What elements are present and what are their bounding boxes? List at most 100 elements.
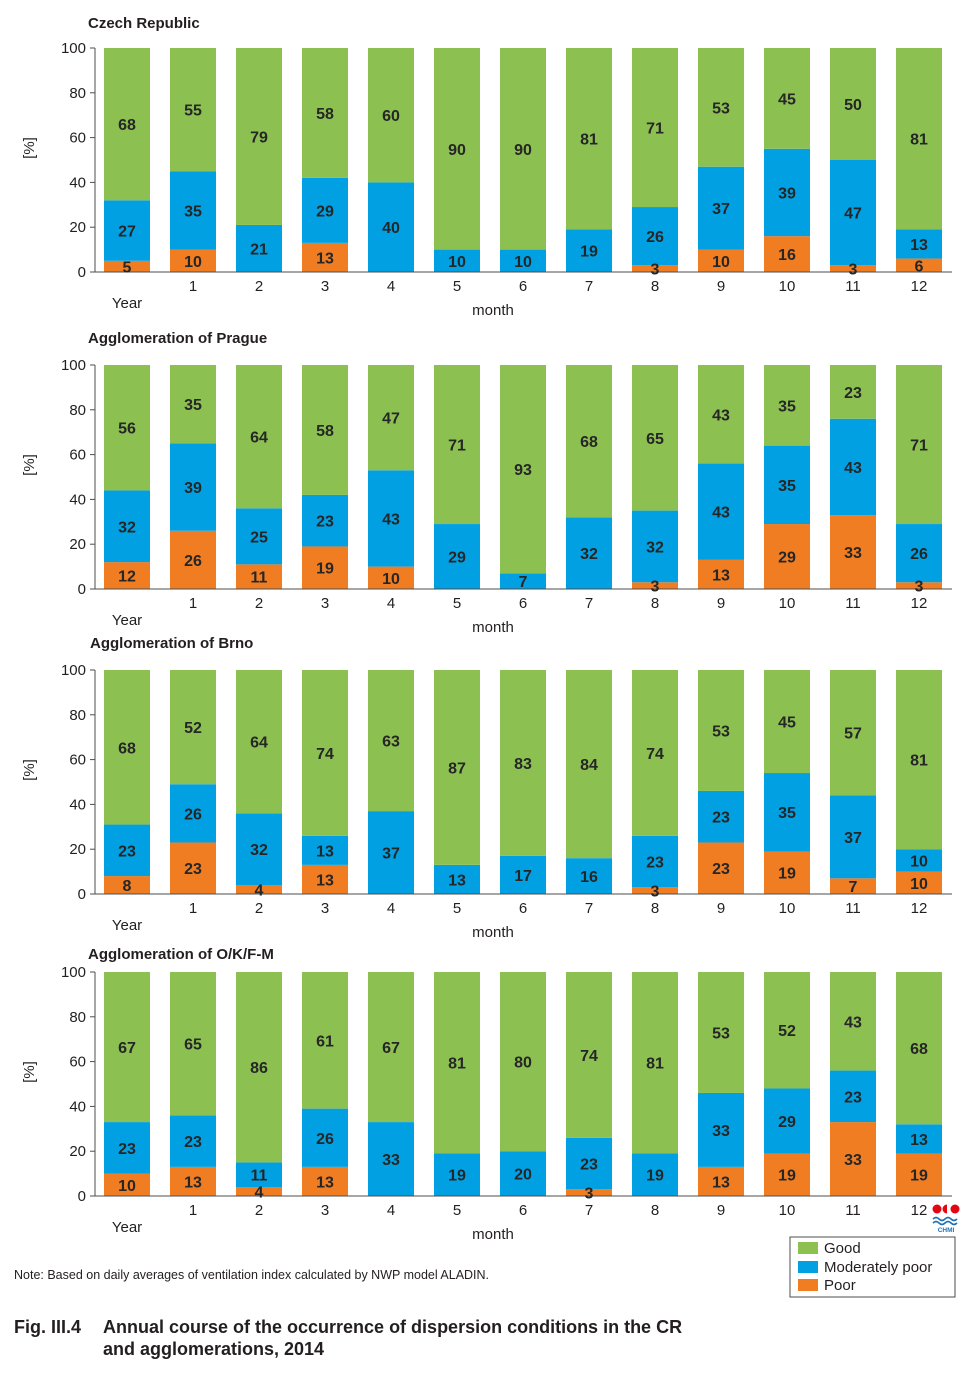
x-tick-label: 4 <box>387 1202 395 1219</box>
data-label: 37 <box>712 201 730 218</box>
bar-segment-moderately-poor <box>236 1162 282 1188</box>
legend-label-good: Good <box>824 1240 861 1257</box>
data-label: 3 <box>915 579 924 596</box>
data-label: 53 <box>712 723 730 740</box>
data-label: 13 <box>316 872 334 889</box>
data-label: 65 <box>184 1037 202 1054</box>
data-label: 26 <box>646 229 664 246</box>
bars <box>104 670 942 894</box>
data-label: 32 <box>118 519 136 536</box>
data-label: 60 <box>382 108 400 125</box>
figure-note: Note: Based on daily averages of ventila… <box>14 1268 489 1282</box>
data-label: 21 <box>250 241 268 258</box>
data-label: 29 <box>778 550 796 567</box>
data-label: 20 <box>514 1167 532 1184</box>
bar-segment-moderately-poor <box>104 490 150 563</box>
data-label: 3 <box>849 262 858 279</box>
x-tick-label: 6 <box>519 900 527 917</box>
data-label: 23 <box>118 1141 136 1158</box>
data-label: 53 <box>712 100 730 117</box>
data-labels: 5 27 68 10 35 55 21 79 13 29 58 40 60 10 90 10 90 19 81 3 26… <box>118 91 928 278</box>
data-label: 11 <box>251 1168 268 1185</box>
bar-segment-good <box>500 972 546 1152</box>
data-label: 13 <box>712 567 730 584</box>
data-label: 45 <box>778 715 796 732</box>
x-tick-label: 11 <box>845 278 861 295</box>
bar-segment-moderately-poor <box>104 1122 150 1174</box>
data-label: 52 <box>778 1023 796 1040</box>
data-label: 67 <box>382 1040 400 1057</box>
data-label: 3 <box>585 1186 594 1203</box>
x-tick-label: 11 <box>845 900 861 917</box>
bar-segment-poor <box>104 876 150 894</box>
data-label: 68 <box>580 434 598 451</box>
data-label: 3 <box>651 579 660 596</box>
data-label: 33 <box>382 1152 400 1169</box>
data-label: 10 <box>712 254 730 271</box>
x-tick-label: Year <box>112 612 142 629</box>
data-label: 3 <box>651 884 660 901</box>
bar-segment-poor <box>698 842 744 894</box>
y-tick-label: 40 <box>69 491 86 508</box>
data-label: 35 <box>778 398 796 415</box>
bar-segment-good <box>236 972 282 1163</box>
bar-segment-poor <box>896 1153 942 1196</box>
data-label: 16 <box>580 869 598 886</box>
x-axis-label: month <box>472 924 514 941</box>
x-tick-label: 3 <box>321 900 329 917</box>
data-label: 81 <box>646 1056 664 1073</box>
bar-segment-moderately-poor <box>698 463 744 560</box>
data-label: 43 <box>844 1014 862 1031</box>
bar-segment-good <box>170 48 216 172</box>
data-label: 10 <box>514 254 532 271</box>
x-tick-label: 6 <box>519 595 527 612</box>
bar-segment-good <box>566 48 612 230</box>
chart-panel: Agglomeration of Prague [%] 0 20 40 60 80 100 Ye… <box>21 330 952 636</box>
bar-segment-poor <box>698 249 744 272</box>
x-tick-label: 5 <box>453 1202 461 1219</box>
data-label: 57 <box>844 726 862 743</box>
data-label: 35 <box>778 478 796 495</box>
y-axis-label: [%] <box>21 137 38 159</box>
x-tick-label: 2 <box>255 1202 263 1219</box>
data-label: 50 <box>844 97 862 114</box>
bar-segment-moderately-poor <box>302 177 348 243</box>
bar-segment-moderately-poor <box>434 1153 480 1196</box>
bar-segment-moderately-poor <box>500 249 546 272</box>
legend-item-moderately-poor: Moderately poor <box>798 1259 932 1276</box>
x-tick-label: 8 <box>651 595 659 612</box>
x-tick-label: 7 <box>585 595 593 612</box>
bar-segment-moderately-poor <box>698 790 744 843</box>
logo-wave-bottom <box>932 1220 958 1226</box>
y-tick-label: 40 <box>69 796 86 813</box>
bar-segment-poor <box>170 1166 216 1196</box>
data-label: 74 <box>580 1048 598 1065</box>
bar-segment-good <box>302 972 348 1109</box>
data-label: 16 <box>778 247 796 264</box>
data-label: 13 <box>184 1174 202 1191</box>
data-label: 10 <box>118 1178 136 1195</box>
chart-title: Agglomeration of O/K/F-M <box>88 946 274 963</box>
legend-item-good: Good <box>798 1240 861 1257</box>
bar-segment-moderately-poor <box>302 1108 348 1167</box>
chart-title: Agglomeration of Brno <box>90 635 253 652</box>
data-label: 26 <box>316 1131 334 1148</box>
bar-segment-moderately-poor <box>368 182 414 272</box>
bar-segment-poor <box>896 258 942 272</box>
y-tick-label: 100 <box>61 662 86 679</box>
bar-segment-poor <box>104 260 150 272</box>
data-label: 58 <box>316 423 334 440</box>
data-label: 45 <box>778 91 796 108</box>
data-label: 11 <box>251 570 268 587</box>
data-label: 23 <box>316 514 334 531</box>
bar-segment-good <box>764 670 810 774</box>
chart-title: Czech Republic <box>88 15 200 32</box>
bar-segment-good <box>896 48 942 230</box>
bar-segment-moderately-poor <box>104 824 150 877</box>
bar-segment-good <box>566 365 612 518</box>
data-label: 43 <box>844 460 862 477</box>
data-label: 58 <box>316 106 334 123</box>
data-label: 53 <box>712 1025 730 1042</box>
bar-segment-good <box>500 48 546 250</box>
